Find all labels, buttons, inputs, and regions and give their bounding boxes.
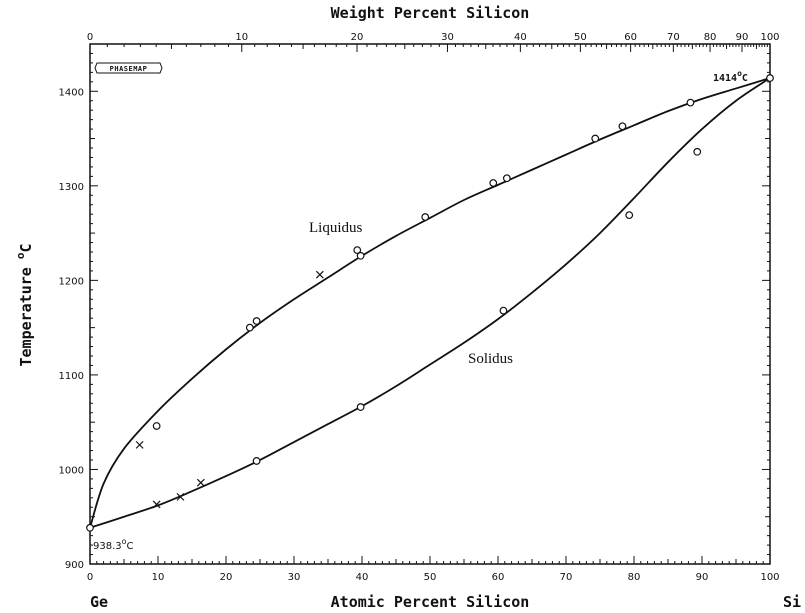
- x-axis-tick-label: 0: [87, 572, 93, 583]
- y-axis-title: TemperatureoC: [14, 244, 35, 367]
- circle-data-point: [252, 457, 261, 465]
- top-axis-title: Weight Percent Silicon: [331, 4, 530, 22]
- x-axis-tick-label: 80: [628, 572, 641, 583]
- x-axis-tick-label: 70: [560, 572, 573, 583]
- top-axis-tick-label: 80: [704, 32, 717, 43]
- circle-data-point: [356, 403, 365, 411]
- circle-data-point: [625, 211, 634, 220]
- top-axis-tick-label: 30: [441, 32, 454, 43]
- plot-frame: [89, 43, 771, 565]
- top-axis-tick-label: 0: [87, 32, 93, 43]
- top-axis-tick-label: 70: [667, 32, 680, 43]
- cross-data-point: [135, 440, 144, 449]
- circle-data-point: [356, 251, 365, 260]
- cross-data-point: [176, 492, 185, 501]
- data-points-layer: [86, 74, 774, 532]
- axis-ticks-layer: 0 10 20 30 40 50 60 70 80 90 1000 10 20 30 40 50 60 70 80 9…: [59, 32, 780, 583]
- solidus-label: Solidus: [468, 351, 513, 367]
- top-axis-tick-label: 10: [235, 32, 248, 43]
- top-axis-tick-label: 100: [760, 32, 779, 43]
- circle-data-point: [502, 174, 511, 183]
- circle-data-point: [591, 134, 600, 143]
- cross-data-point: [196, 478, 205, 487]
- circle-data-point: [353, 246, 362, 255]
- si-melting-point-label: 1414oC: [713, 69, 748, 84]
- x-axis-tick-label: 10: [152, 572, 165, 583]
- x-axis-right-end-label: Si: [783, 593, 801, 611]
- circle-data-point: [489, 179, 498, 187]
- y-axis-tick-label: 1400: [59, 87, 84, 98]
- circle-data-point: [86, 523, 94, 532]
- circle-data-point: [766, 74, 774, 82]
- circle-data-point: [693, 147, 702, 156]
- cross-data-point: [152, 500, 161, 509]
- solidus-curve: [89, 77, 771, 529]
- x-axis-tick-label: 100: [760, 572, 779, 583]
- phasemap-logo: PHASEMAP: [94, 62, 163, 74]
- top-axis-tick-label: 20: [351, 32, 364, 43]
- x-axis-tick-label: 60: [492, 572, 505, 583]
- circle-data-point: [152, 422, 161, 430]
- x-axis-tick-label: 50: [424, 572, 437, 583]
- circle-data-point: [618, 122, 627, 131]
- y-axis-tick-label: 1000: [59, 465, 84, 476]
- y-axis-tick-label: 900: [65, 560, 84, 571]
- x-axis-tick-label: 90: [696, 572, 709, 583]
- phasemap-logo-text: PHASEMAP: [110, 65, 148, 73]
- liquidus-curve: [89, 77, 771, 529]
- x-axis-tick-label: 30: [288, 572, 301, 583]
- circle-data-point: [245, 323, 254, 332]
- x-axis-tick-label: 40: [356, 572, 369, 583]
- x-axis-left-end-label: Ge: [90, 593, 108, 611]
- curves-layer: [89, 77, 771, 529]
- circle-data-point: [421, 213, 430, 221]
- top-axis-tick-label: 50: [574, 32, 587, 43]
- y-axis-tick-label: 1200: [59, 276, 84, 287]
- circle-data-point: [499, 306, 508, 315]
- top-axis-tick-label: 90: [736, 32, 749, 43]
- y-axis-tick-label: 1300: [59, 182, 84, 193]
- liquidus-label: Liquidus: [309, 220, 362, 236]
- top-axis-tick-label: 40: [514, 32, 527, 43]
- y-axis-tick-label: 1100: [59, 371, 84, 382]
- cross-data-point: [315, 270, 324, 279]
- x-axis-tick-label: 20: [220, 572, 233, 583]
- circle-data-point: [252, 317, 261, 325]
- ge-melting-point-label: 938.3oC: [93, 537, 134, 552]
- top-axis-tick-label: 60: [624, 32, 637, 43]
- x-axis-title: Atomic Percent Silicon: [331, 593, 530, 611]
- circle-data-point: [686, 98, 695, 107]
